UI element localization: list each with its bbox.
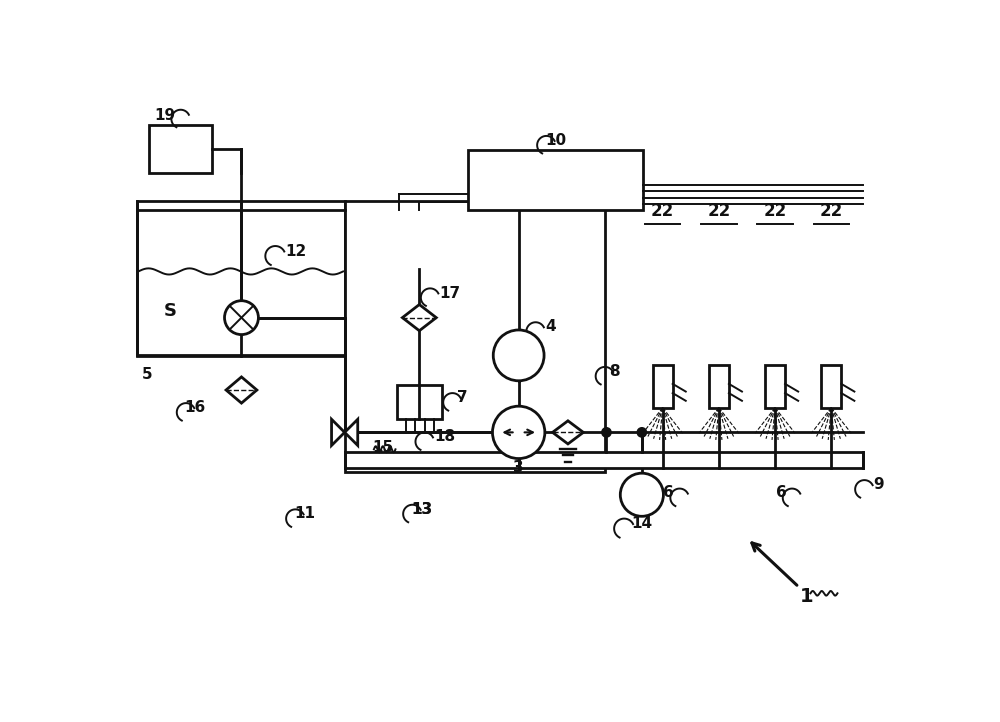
Polygon shape	[553, 421, 583, 444]
Circle shape	[492, 406, 545, 458]
Circle shape	[636, 427, 647, 438]
Polygon shape	[332, 419, 345, 445]
Text: 6: 6	[776, 485, 787, 500]
Text: 13: 13	[411, 502, 432, 517]
Text: 22: 22	[820, 202, 843, 220]
Circle shape	[601, 427, 612, 438]
Text: 13: 13	[411, 502, 432, 517]
Text: 17: 17	[439, 285, 460, 300]
Bar	[149, 125, 212, 173]
Circle shape	[225, 300, 258, 334]
Text: 1: 1	[800, 587, 813, 606]
Bar	[345, 201, 605, 471]
Bar	[468, 149, 643, 210]
Text: 4: 4	[545, 319, 555, 334]
Text: 12: 12	[285, 244, 307, 259]
Text: 22: 22	[651, 202, 674, 220]
Text: 22: 22	[707, 202, 730, 220]
Text: 15: 15	[373, 440, 394, 455]
Bar	[519, 453, 863, 468]
Text: 11: 11	[294, 505, 315, 521]
Bar	[137, 201, 345, 356]
Text: 9: 9	[873, 477, 883, 492]
Bar	[653, 365, 673, 408]
Text: 8: 8	[609, 364, 619, 379]
Text: 7: 7	[457, 390, 468, 405]
Polygon shape	[345, 419, 358, 445]
Bar	[821, 365, 841, 408]
Text: 19: 19	[154, 108, 176, 123]
Text: 22: 22	[763, 202, 787, 220]
Text: 5: 5	[141, 367, 152, 382]
Text: 18: 18	[434, 430, 455, 445]
Text: 16: 16	[185, 400, 206, 415]
Circle shape	[620, 473, 663, 516]
Text: 10: 10	[545, 133, 566, 148]
Text: S: S	[163, 303, 176, 321]
Bar	[397, 386, 442, 419]
Polygon shape	[402, 305, 436, 331]
Bar	[765, 365, 785, 408]
Text: 14: 14	[631, 516, 652, 531]
Circle shape	[493, 330, 544, 380]
Bar	[709, 365, 729, 408]
Text: 3: 3	[513, 459, 524, 474]
Text: 6: 6	[663, 485, 674, 500]
Polygon shape	[226, 377, 257, 403]
